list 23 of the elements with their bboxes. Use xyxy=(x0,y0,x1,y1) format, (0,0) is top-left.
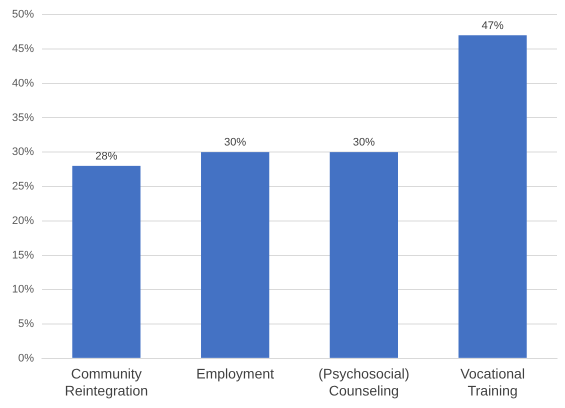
y-tick-label: 20% xyxy=(12,214,34,227)
bar xyxy=(458,35,527,358)
bar xyxy=(72,166,141,358)
y-tick-label: 50% xyxy=(12,8,34,21)
y-tick-label: 0% xyxy=(18,352,34,364)
bar xyxy=(201,152,270,358)
y-tick-label: 35% xyxy=(12,112,34,124)
x-tick-label: Community Reintegration xyxy=(64,366,148,398)
y-tick-label: 5% xyxy=(18,318,34,330)
y-tick-label: 45% xyxy=(12,43,34,56)
y-tick-label: 40% xyxy=(12,77,34,90)
y-tick-label: 25% xyxy=(12,180,34,193)
x-tick-label: (Psychosocial) Counseling xyxy=(318,366,410,398)
data-label: 28% xyxy=(95,150,118,162)
y-tick-label: 30% xyxy=(12,146,34,158)
x-tick-label: Employment xyxy=(196,366,274,382)
x-tick-label: Vocational Training xyxy=(460,366,525,398)
y-tick-label: 15% xyxy=(12,249,34,262)
bar xyxy=(330,152,398,358)
data-label: 30% xyxy=(352,136,376,149)
data-label: 30% xyxy=(224,136,246,149)
y-tick-label: 10% xyxy=(12,284,34,296)
data-label: 47% xyxy=(482,20,504,32)
